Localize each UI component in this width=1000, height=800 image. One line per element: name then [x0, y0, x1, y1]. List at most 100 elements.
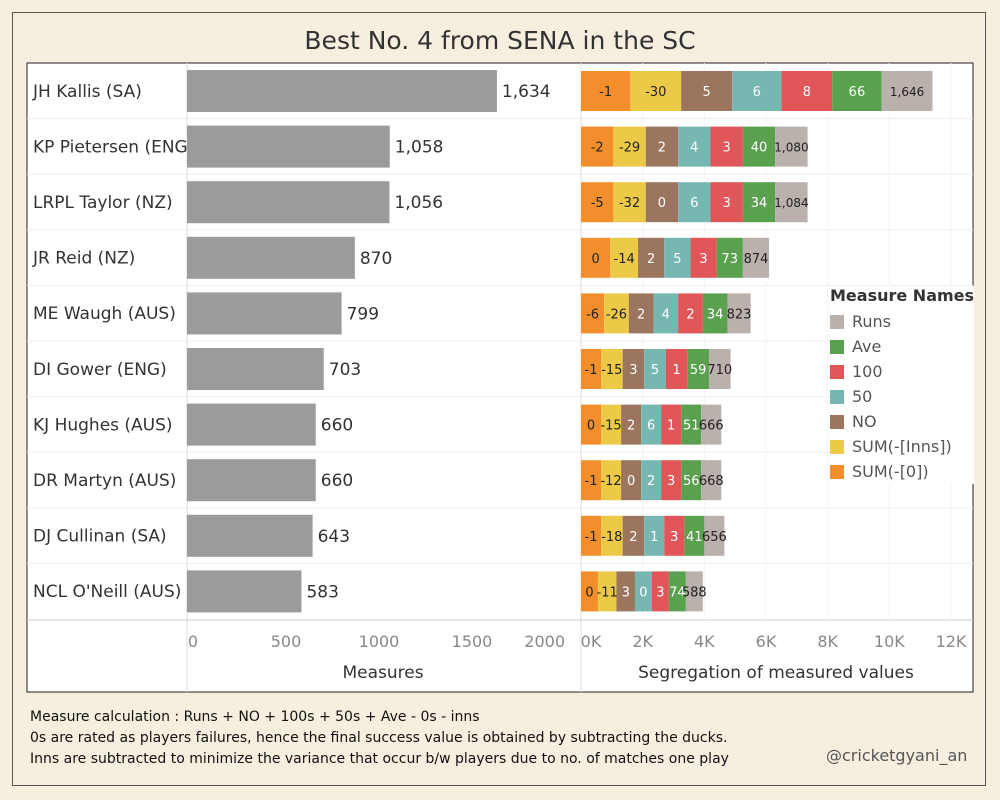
- right-tick-label: 12K: [936, 632, 967, 651]
- chart-title: Best No. 4 from SENA in the SC: [304, 26, 696, 55]
- legend-label: SUM(-[Inns]): [852, 437, 952, 456]
- left-axis-title: Measures: [342, 663, 423, 683]
- stack-segment-label: 6: [647, 419, 655, 434]
- stack-segment: [775, 182, 808, 223]
- measure-value-label: 660: [321, 416, 353, 436]
- stack-segment-label: 0: [592, 252, 600, 267]
- stack-segment-label: -26: [606, 307, 627, 322]
- stack-segment: [601, 404, 622, 445]
- stack-segment-label: -14: [614, 252, 635, 267]
- stack-segment-label: 59: [690, 363, 707, 378]
- stack-segment: [732, 71, 782, 111]
- stack-segment-label: 3: [629, 363, 637, 378]
- plot-panel: [26, 62, 974, 693]
- measure-value-label: 1,058: [395, 138, 444, 158]
- player-label: JH Kallis (SA): [32, 82, 142, 102]
- stack-segment: [708, 349, 731, 389]
- stack-segment-label: -1: [599, 85, 612, 100]
- credit-handle: @cricketgyani_an: [826, 746, 968, 765]
- stack-segment: [727, 293, 751, 334]
- stack-segment-label: 3: [699, 252, 707, 267]
- stack-segment: [678, 182, 711, 223]
- stack-segment: [621, 460, 642, 501]
- stack-segment: [581, 71, 631, 111]
- stack-segment: [622, 349, 645, 389]
- stack-segment: [781, 71, 833, 111]
- stack-segment-label: 2: [647, 252, 655, 267]
- stack-segment: [581, 349, 602, 389]
- stack-segment-label: 3: [723, 196, 731, 211]
- legend-item: 100: [830, 359, 974, 384]
- legend-label: Ave: [852, 337, 882, 356]
- legend-swatch: [830, 389, 844, 404]
- stack-segment: [716, 237, 743, 278]
- right-tick-label: 6K: [756, 632, 777, 651]
- stack-segment: [581, 404, 602, 445]
- player-label: NCL O'Neill (AUS): [33, 582, 181, 602]
- stack-segment-label: 3: [667, 474, 675, 489]
- stack-segment: [668, 571, 686, 612]
- stack-segment: [581, 515, 602, 556]
- left-tick-label: 1000: [359, 632, 400, 651]
- stack-segment-label: 6: [753, 85, 761, 100]
- player-label: DJ Cullinan (SA): [33, 527, 167, 547]
- stack-segment-label: 1: [672, 363, 680, 378]
- stack-segment: [681, 460, 702, 501]
- stack-segment-label: 2: [629, 530, 637, 545]
- stack-segment: [665, 349, 688, 389]
- stack-segment: [628, 293, 654, 334]
- stack-segment: [742, 237, 770, 278]
- stack-segment-label: 823: [727, 307, 752, 322]
- stack-segment: [616, 571, 635, 612]
- stack-segment: [581, 571, 598, 612]
- stack-segment-label: 4: [690, 141, 698, 156]
- measure-value-label: 660: [321, 471, 353, 491]
- player-label: KJ Hughes (AUS): [33, 415, 173, 435]
- stack-segment: [651, 571, 669, 612]
- stack-segment: [630, 71, 682, 111]
- stack-segment-label: 8: [803, 85, 811, 100]
- stack-segment: [597, 571, 617, 612]
- stack-segment-label: 4: [662, 307, 670, 322]
- stack-segment: [644, 515, 665, 556]
- player-label: JR Reid (NZ): [32, 249, 135, 269]
- measure-value-label: 1,634: [502, 82, 551, 102]
- legend-label: 50: [852, 387, 873, 406]
- stack-segment-label: 710: [707, 363, 732, 378]
- stack-segment-label: -29: [619, 141, 640, 156]
- legend-item: SUM(-[Inns]): [830, 434, 974, 459]
- stack-segment-label: 5: [703, 85, 711, 100]
- stack-segment: [681, 71, 733, 111]
- stack-segment: [678, 126, 711, 167]
- stack-segment: [684, 515, 705, 556]
- stack-segment-label: 666: [699, 419, 724, 434]
- stack-segment: [664, 515, 685, 556]
- stack-segment-label: -30: [645, 85, 666, 100]
- stack-segment-label: 41: [686, 530, 703, 545]
- stack-segment-label: -18: [601, 530, 622, 545]
- stack-segment: [645, 182, 679, 223]
- stack-segment: [581, 182, 614, 223]
- stack-segment-label: 56: [683, 474, 700, 489]
- stack-segment: [661, 460, 682, 501]
- stack-segment: [601, 460, 622, 501]
- stack-segment: [701, 460, 722, 501]
- measure-bar: [187, 236, 355, 279]
- left-tick-label: 0: [188, 632, 198, 651]
- stack-segment-label: -15: [600, 419, 621, 434]
- stack-segment: [701, 404, 722, 445]
- footnote-line-1: Measure calculation : Runs + NO + 100s +…: [30, 709, 480, 725]
- stack-segment: [710, 182, 743, 223]
- stack-segment-label: 874: [744, 252, 769, 267]
- stack-segment-label: -32: [619, 196, 640, 211]
- stack-segment-label: 668: [699, 474, 724, 489]
- right-tick-label: 4K: [694, 632, 715, 651]
- stack-segment-label: 2: [686, 307, 694, 322]
- measure-bar: [187, 70, 497, 112]
- stack-segment: [645, 126, 679, 167]
- legend-item: 50: [830, 384, 974, 409]
- stack-segment: [581, 126, 614, 167]
- stack-segment-label: 51: [683, 419, 700, 434]
- stack-segment-label: -1: [585, 363, 598, 378]
- stack-segment-label: 1,646: [890, 85, 924, 99]
